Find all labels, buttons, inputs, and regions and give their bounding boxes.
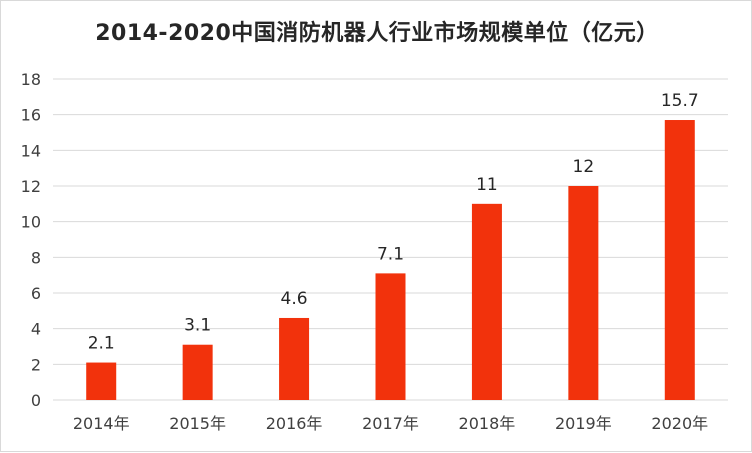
bar-2020年 [664, 120, 695, 401]
x-tick-label: 2017年 [362, 414, 419, 433]
y-tick-label: 8 [31, 248, 41, 267]
data-labels: 2.1 3.1 4.6 7.1 11 12 15.7 [88, 91, 699, 354]
y-tick-label: 14 [21, 141, 41, 160]
x-tick-label: 2019年 [555, 414, 612, 433]
x-tick-label: 2016年 [266, 414, 323, 433]
y-tick-label: 18 [21, 70, 41, 89]
y-tick-label: 6 [31, 284, 41, 303]
y-tick-label: 2 [31, 355, 41, 374]
y-tick-label: 16 [21, 106, 41, 125]
data-label: 4.6 [281, 289, 308, 309]
data-label: 7.1 [377, 244, 404, 264]
bar-2016年 [279, 317, 310, 400]
data-label: 12 [573, 157, 595, 177]
data-label: 15.7 [661, 91, 699, 111]
bars [86, 120, 695, 401]
x-axis: 2014年 2015年 2016年 2017年 2018年 2019年 2020年 [73, 414, 708, 433]
x-tick-label: 2018年 [459, 414, 516, 433]
bar-2014年 [86, 362, 117, 400]
x-tick-label: 2014年 [73, 414, 130, 433]
bar-2018年 [471, 203, 502, 400]
data-label: 2.1 [88, 334, 115, 354]
y-axis: 0 2 4 6 8 10 12 14 16 18 [21, 70, 41, 410]
y-tick-label: 10 [21, 213, 41, 232]
bar-2015年 [182, 344, 213, 400]
x-tick-label: 2020年 [651, 414, 708, 433]
bar-2017年 [375, 273, 406, 400]
y-tick-label: 12 [21, 177, 41, 196]
bar-2019年 [568, 186, 599, 400]
data-label: 11 [476, 175, 498, 195]
chart-title: 2014-2020中国消防机器人行业市场规模单位（亿元） [95, 21, 659, 46]
data-label: 3.1 [184, 316, 211, 336]
y-tick-label: 4 [31, 320, 41, 339]
x-tick-label: 2015年 [169, 414, 226, 433]
y-tick-label: 0 [31, 391, 41, 410]
